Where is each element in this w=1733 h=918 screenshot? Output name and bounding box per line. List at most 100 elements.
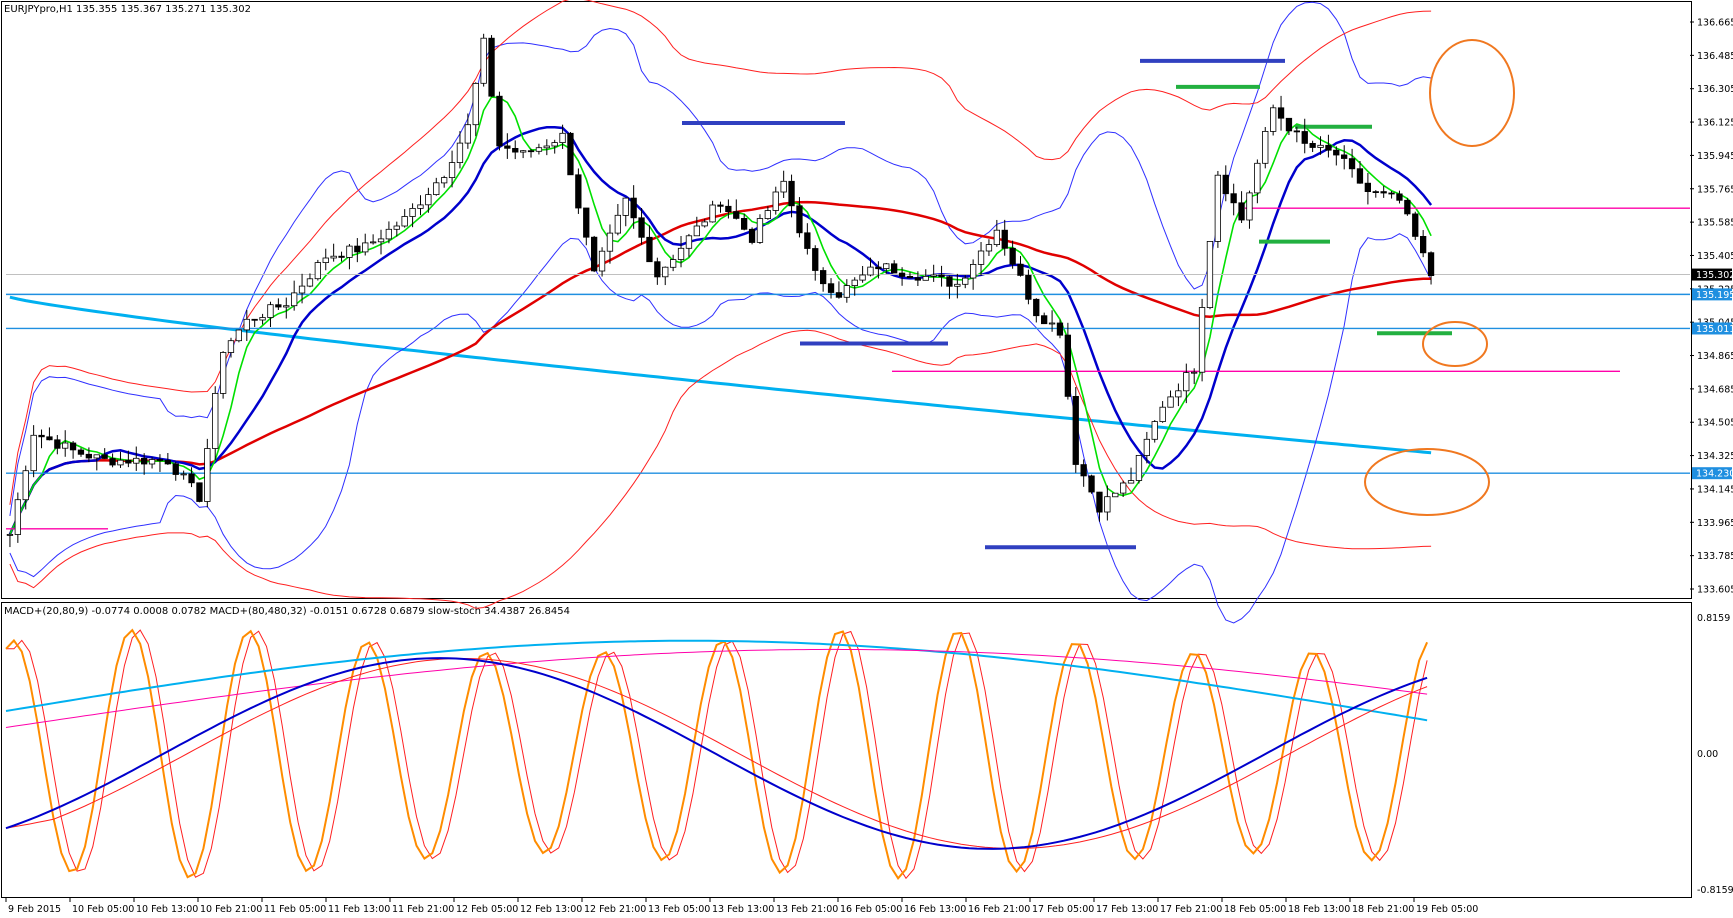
- time-tick-label: 11 Feb 13:00: [328, 904, 390, 915]
- candle-body: [1309, 142, 1316, 148]
- candle-body: [1420, 235, 1427, 254]
- candle-body: [1214, 174, 1221, 242]
- candle-body: [330, 255, 337, 259]
- main-panel-frame: [1, 1, 1692, 599]
- candle-body: [1025, 274, 1032, 300]
- candle-body: [906, 275, 914, 279]
- candle-body: [985, 244, 993, 252]
- time-tick-label: 16 Feb 13:00: [904, 904, 966, 915]
- candle-body: [709, 204, 716, 223]
- candle-body: [1017, 263, 1024, 276]
- candle-body: [417, 204, 424, 209]
- time-tick-label: 13 Feb 21:00: [776, 904, 838, 915]
- candle-body: [259, 317, 266, 321]
- candle-body: [1246, 192, 1253, 221]
- candle-body: [954, 283, 961, 287]
- candle-body: [109, 458, 116, 466]
- candle-body: [1285, 117, 1293, 132]
- candle-body: [630, 197, 637, 219]
- candle-body: [243, 318, 250, 331]
- candle-body: [567, 132, 574, 176]
- candle-body: [820, 270, 827, 285]
- candle-body: [1364, 182, 1371, 192]
- candle-body: [1088, 475, 1095, 493]
- time-tick-label: 19 Feb 05:00: [1416, 904, 1478, 915]
- symbol-info: EURJPYpro,H1 135.355 135.367 135.271 135…: [4, 4, 251, 15]
- candle-body: [1372, 191, 1379, 194]
- candle-body: [970, 263, 977, 279]
- candle-body: [1080, 464, 1087, 477]
- candle-body: [1293, 130, 1300, 133]
- candle-body: [535, 147, 543, 152]
- candle-body: [804, 232, 811, 249]
- time-tick-label: 17 Feb 21:00: [1160, 904, 1222, 915]
- candle-body: [946, 276, 953, 287]
- candle-body: [385, 228, 393, 240]
- stoch-signal-line: [6, 629, 1428, 880]
- price-tick-label: 136.485: [1697, 51, 1733, 62]
- candle-body: [156, 459, 164, 461]
- candle-body: [843, 285, 850, 298]
- candle-body: [1104, 496, 1111, 513]
- candle-body: [251, 318, 258, 321]
- candle-body: [606, 232, 614, 252]
- ma-fast-line: [9, 96, 1432, 535]
- candle-body: [756, 218, 764, 243]
- candle-body: [859, 274, 866, 281]
- candle-body: [464, 124, 472, 144]
- current-price-box: [1692, 268, 1732, 281]
- candle-body: [93, 454, 100, 459]
- candle-body: [204, 448, 211, 502]
- candle-body: [1317, 144, 1324, 148]
- candle-body: [496, 95, 503, 147]
- time-tick-label: 13 Feb 13:00: [712, 904, 774, 915]
- level-label-box: [1692, 288, 1732, 301]
- candle-body: [748, 228, 756, 243]
- candle-body: [622, 197, 629, 216]
- time-tick-label: 17 Feb 13:00: [1096, 904, 1158, 915]
- candle-body: [1404, 199, 1411, 215]
- price-tick-label: 134.325: [1697, 451, 1733, 462]
- candle-body: [938, 274, 945, 278]
- candle-body: [1151, 421, 1158, 440]
- candle-body: [133, 457, 140, 464]
- macd-long-main-line: [5, 639, 1428, 722]
- candle-body: [22, 470, 29, 501]
- candle-body: [148, 459, 156, 465]
- candle-body: [1198, 307, 1206, 373]
- candle-body: [788, 180, 795, 207]
- time-tick-label: 10 Feb 05:00: [72, 904, 134, 915]
- candle-body: [180, 473, 187, 476]
- candle-body: [1380, 191, 1387, 194]
- candle-body: [717, 204, 724, 207]
- indicator-tick-label: 0.00: [1697, 749, 1718, 760]
- candle-body: [480, 37, 487, 84]
- candle-body: [614, 214, 621, 234]
- candle-body: [1183, 372, 1190, 392]
- candle-body: [898, 272, 906, 277]
- highlight-circle-1: [1422, 321, 1488, 367]
- candle-body: [1333, 149, 1340, 156]
- candle-body: [117, 459, 124, 466]
- candle-body: [1262, 130, 1269, 164]
- candle-body: [338, 255, 345, 258]
- candle-body: [1056, 322, 1064, 336]
- candle-body: [472, 83, 479, 126]
- candle-body: [377, 238, 385, 243]
- candle-body: [733, 211, 740, 219]
- candle-body: [101, 454, 108, 459]
- candle-body: [543, 145, 550, 149]
- candle-body: [670, 259, 677, 268]
- candle-body: [188, 473, 195, 484]
- candle-body: [1412, 213, 1419, 237]
- candle-body: [1072, 395, 1079, 465]
- highlight-circle-0: [1429, 39, 1515, 147]
- candle-body: [219, 352, 227, 394]
- level-label-box: [1692, 322, 1732, 335]
- candle-body: [977, 250, 985, 265]
- candle-body: [1096, 491, 1103, 513]
- candle-body: [883, 263, 890, 269]
- candle-body: [930, 274, 937, 277]
- indicator-tick-label: 0.8159: [1697, 613, 1730, 624]
